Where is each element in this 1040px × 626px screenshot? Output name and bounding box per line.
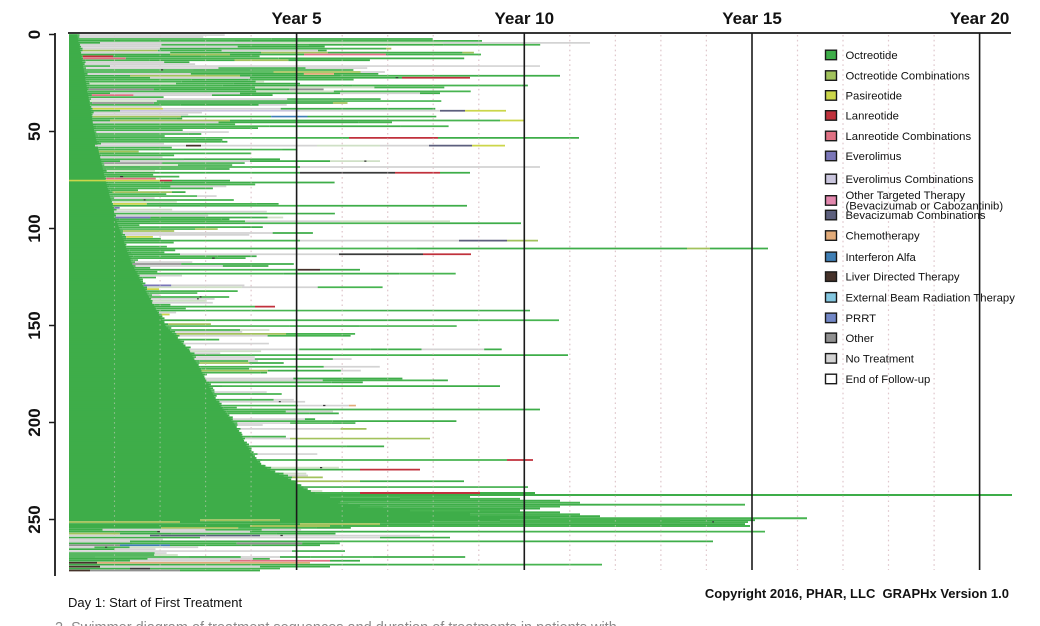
svg-text:Year 5: Year 5 — [272, 9, 322, 28]
svg-text:Chemotherapy: Chemotherapy — [846, 231, 920, 243]
svg-text:50: 50 — [25, 122, 44, 141]
svg-text:Octreotide: Octreotide — [846, 50, 898, 62]
svg-text:Octreotide Combinations: Octreotide Combinations — [846, 71, 971, 83]
svg-text:Pasireotide: Pasireotide — [846, 90, 903, 102]
svg-text:Year 10: Year 10 — [495, 9, 555, 28]
svg-text:Copyright 2016, PHAR, LLC GRA: Copyright 2016, PHAR, LLC GRAPHx Version… — [705, 586, 1009, 601]
svg-text:200: 200 — [25, 408, 44, 436]
svg-text:Day 1: Start of First Treatmen: Day 1: Start of First Treatment — [68, 595, 242, 610]
svg-text:No Treatment: No Treatment — [846, 353, 915, 365]
svg-text:Liver Directed Therapy: Liver Directed Therapy — [846, 272, 960, 284]
svg-text:Everolimus: Everolimus — [846, 151, 902, 163]
svg-text:Other Targeted Therapy: Other Targeted Therapy — [846, 190, 966, 202]
svg-text:(Bevacizumab or Cabozantinib): (Bevacizumab or Cabozantinib) — [846, 201, 1004, 213]
svg-text:Lanreotide Combinations: Lanreotide Combinations — [846, 131, 972, 143]
svg-text:250: 250 — [25, 505, 44, 533]
svg-text:Everolimus Combinations: Everolimus Combinations — [846, 174, 974, 186]
svg-text:0: 0 — [25, 30, 44, 39]
svg-text:100: 100 — [25, 214, 44, 242]
svg-text:End of Follow-up: End of Follow-up — [846, 374, 931, 386]
svg-text:Year 15: Year 15 — [722, 9, 782, 28]
svg-text:Bevacizumab Combinations: Bevacizumab Combinations — [846, 210, 986, 222]
svg-text:2. Swimmer diagram of treatmen: 2. Swimmer diagram of treatment sequence… — [55, 620, 617, 626]
svg-text:Year 20: Year 20 — [950, 9, 1010, 28]
svg-text:External Beam Radiation Therap: External Beam Radiation Therapy — [846, 292, 1016, 304]
svg-text:150: 150 — [25, 311, 44, 339]
svg-text:Lanreotide: Lanreotide — [846, 110, 899, 122]
svg-text:PRRT: PRRT — [846, 313, 877, 325]
svg-text:Interferon Alfa: Interferon Alfa — [846, 252, 917, 264]
svg-text:Other: Other — [846, 333, 874, 345]
